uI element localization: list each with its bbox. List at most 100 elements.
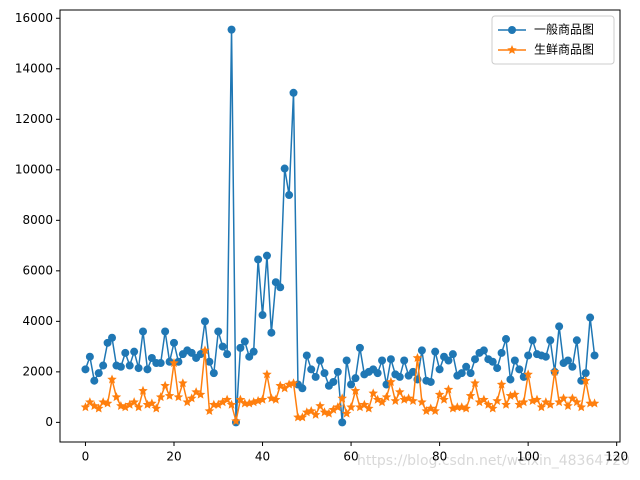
data-point bbox=[130, 347, 139, 356]
data-point bbox=[412, 352, 423, 363]
data-point bbox=[254, 255, 263, 264]
y-tick-label: 0 bbox=[45, 415, 53, 429]
data-point bbox=[532, 394, 542, 404]
data-point bbox=[528, 336, 537, 345]
data-point bbox=[378, 356, 387, 365]
data-point bbox=[364, 403, 374, 413]
data-point bbox=[161, 327, 170, 336]
data-point bbox=[497, 348, 506, 357]
data-point bbox=[94, 369, 103, 378]
data-point bbox=[249, 347, 258, 356]
data-point bbox=[262, 251, 271, 260]
data-point bbox=[382, 380, 391, 389]
data-point bbox=[590, 351, 599, 360]
data-point bbox=[173, 392, 184, 402]
data-point bbox=[310, 409, 321, 419]
data-point bbox=[324, 408, 334, 418]
data-point bbox=[120, 402, 131, 412]
data-point bbox=[377, 397, 387, 407]
data-point bbox=[129, 397, 139, 407]
x-tick-label: 20 bbox=[166, 450, 181, 464]
data-point bbox=[555, 322, 564, 331]
data-point bbox=[417, 346, 426, 355]
data-point bbox=[307, 365, 316, 374]
data-point bbox=[586, 313, 595, 322]
data-point bbox=[496, 379, 507, 389]
y-tick-label: 4000 bbox=[22, 314, 53, 328]
data-point bbox=[226, 399, 237, 409]
data-point bbox=[311, 372, 320, 381]
data-point bbox=[315, 400, 325, 410]
x-tick-label: 120 bbox=[605, 450, 628, 464]
data-point bbox=[567, 393, 578, 403]
data-point bbox=[285, 191, 294, 200]
data-point bbox=[545, 399, 556, 409]
data-point bbox=[85, 352, 94, 361]
data-point bbox=[200, 345, 210, 355]
data-point bbox=[289, 88, 298, 97]
data-point bbox=[568, 362, 577, 371]
data-point bbox=[80, 402, 91, 412]
data-point bbox=[306, 406, 316, 416]
data-point bbox=[134, 364, 143, 373]
data-point bbox=[572, 336, 581, 345]
data-point bbox=[138, 385, 148, 395]
data-point bbox=[443, 384, 454, 394]
data-point bbox=[214, 327, 223, 336]
data-point bbox=[147, 398, 157, 408]
data-point bbox=[381, 392, 392, 402]
data-point bbox=[448, 350, 457, 359]
data-point bbox=[510, 389, 520, 399]
data-point bbox=[227, 25, 236, 34]
data-point bbox=[328, 404, 339, 414]
data-point bbox=[479, 346, 488, 355]
data-point bbox=[85, 397, 95, 407]
data-point bbox=[492, 395, 502, 405]
plot-frame bbox=[59, 9, 621, 443]
data-point bbox=[536, 402, 547, 412]
data-point bbox=[209, 369, 218, 378]
data-point bbox=[121, 348, 130, 357]
data-point bbox=[178, 378, 188, 388]
data-point bbox=[518, 397, 529, 407]
data-point bbox=[333, 367, 342, 376]
data-point bbox=[139, 327, 148, 336]
data-point bbox=[347, 380, 356, 389]
data-point bbox=[457, 369, 466, 378]
data-point bbox=[408, 395, 418, 405]
data-point bbox=[386, 376, 396, 387]
data-point bbox=[434, 389, 445, 399]
data-point bbox=[549, 366, 560, 376]
data-point bbox=[133, 402, 144, 412]
x-tick-label: 0 bbox=[82, 450, 90, 464]
data-point bbox=[116, 362, 125, 371]
data-point bbox=[143, 365, 152, 374]
data-point bbox=[164, 390, 175, 400]
data-point bbox=[81, 365, 90, 374]
data-point bbox=[510, 356, 519, 365]
x-tick-label: 60 bbox=[343, 450, 358, 464]
data-point bbox=[479, 394, 489, 404]
data-point bbox=[99, 361, 108, 370]
data-point bbox=[223, 350, 232, 359]
data-point bbox=[302, 351, 311, 360]
data-point bbox=[483, 399, 494, 409]
x-tick-label: 100 bbox=[517, 450, 540, 464]
data-point bbox=[222, 394, 232, 404]
data-point bbox=[541, 352, 550, 361]
data-point bbox=[409, 367, 418, 376]
data-point bbox=[515, 365, 524, 374]
data-point bbox=[124, 399, 135, 409]
data-point bbox=[337, 393, 347, 403]
y-tick-label: 16000 bbox=[15, 11, 53, 25]
data-point bbox=[576, 402, 587, 412]
data-point bbox=[355, 343, 364, 352]
data-point bbox=[426, 377, 435, 386]
watermark: https://blog.csdn.net/weixin_48364720 bbox=[357, 453, 630, 469]
data-point bbox=[341, 408, 352, 418]
data-point bbox=[474, 397, 485, 407]
data-point bbox=[280, 164, 289, 173]
data-point bbox=[169, 338, 178, 347]
data-point bbox=[279, 383, 290, 393]
y-tick-label: 12000 bbox=[15, 112, 53, 126]
